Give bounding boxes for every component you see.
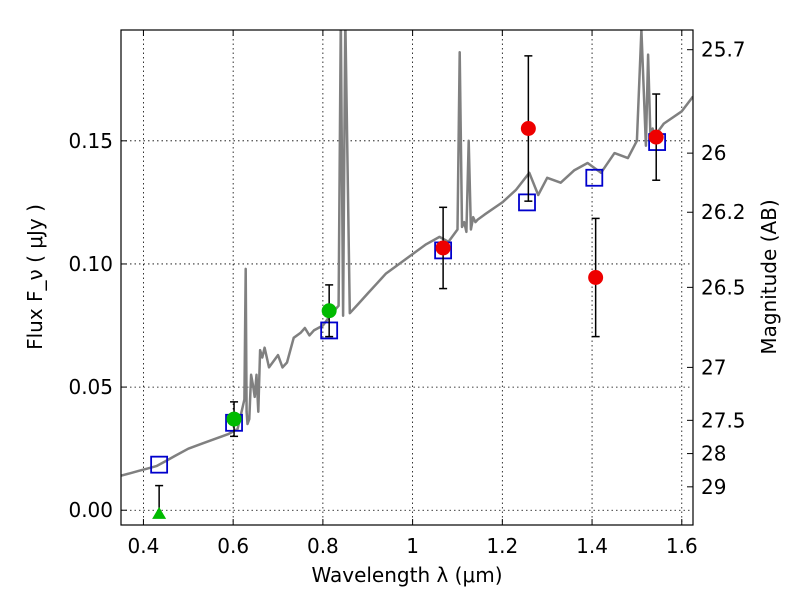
ticks: 0.4 0.6 0.8 1 1.2 1.4 1.6 0.00 0.05 0.10 0.15 25.7 2… bbox=[68, 30, 746, 558]
x-tick-label: 0.6 bbox=[217, 534, 249, 558]
y-tick-label: 0.15 bbox=[68, 129, 113, 153]
right-tick-label: 26.5 bbox=[701, 275, 746, 299]
y-axis-title: Flux F_ν ( μJy ) bbox=[23, 204, 47, 350]
x-tick-label: 1.2 bbox=[486, 534, 518, 558]
model-square-point bbox=[518, 193, 536, 212]
y-axis-right-title: Magnitude (AB) bbox=[757, 199, 781, 354]
observed-point bbox=[435, 240, 451, 256]
x-tick-label: 0.8 bbox=[307, 534, 339, 558]
y-tick-label: 0.00 bbox=[68, 498, 113, 522]
right-tick-label: 26.2 bbox=[701, 200, 746, 224]
observed-point bbox=[648, 129, 664, 145]
right-tick-label: 27 bbox=[701, 355, 726, 379]
observed-point bbox=[321, 303, 337, 319]
observed-point bbox=[520, 121, 536, 137]
x-tick-label: 0.4 bbox=[128, 534, 160, 558]
x-tick-label: 1.4 bbox=[576, 534, 608, 558]
x-tick-label: 1.6 bbox=[666, 534, 698, 558]
right-tick-label: 26 bbox=[701, 141, 726, 165]
x-axis-title: Wavelength λ (μm) bbox=[311, 563, 502, 587]
observed-point bbox=[588, 270, 604, 285]
model-square-point bbox=[150, 455, 169, 474]
x-tick-label: 1 bbox=[406, 534, 419, 558]
spectrum-line bbox=[121, 30, 693, 477]
right-tick-label: 28 bbox=[701, 442, 726, 466]
series-layer bbox=[121, 30, 693, 519]
right-tick-label: 29 bbox=[701, 475, 726, 499]
right-tick-label: 27.5 bbox=[701, 408, 746, 432]
y-tick-label: 0.05 bbox=[68, 375, 113, 399]
right-tick-label: 25.7 bbox=[701, 38, 746, 62]
model-square-point bbox=[585, 168, 604, 187]
plot-frame bbox=[120, 29, 694, 526]
y-tick-label: 0.10 bbox=[68, 252, 113, 276]
upper-limit-triangle bbox=[152, 506, 167, 519]
observed-point bbox=[226, 411, 242, 427]
plot-background bbox=[121, 30, 693, 525]
